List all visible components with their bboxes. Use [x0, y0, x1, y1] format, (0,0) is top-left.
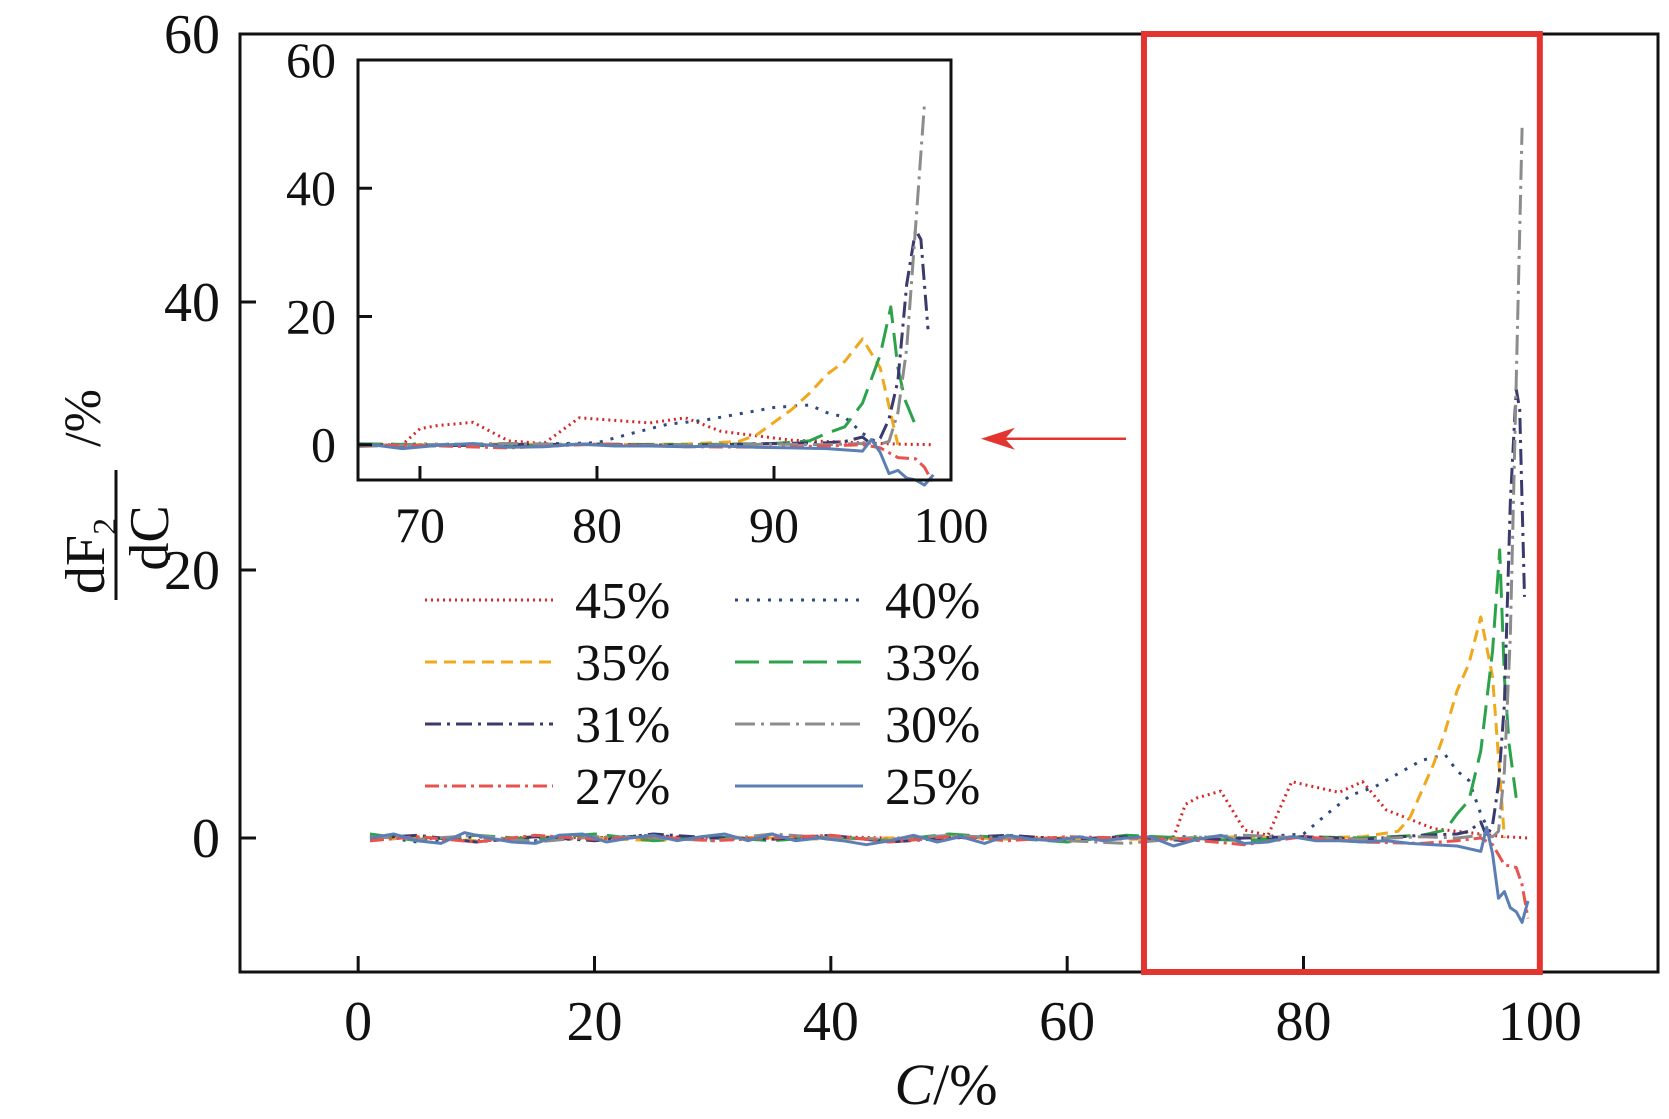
- inset-y-tick-label: 40: [286, 160, 336, 216]
- inset-y-tick-label: 60: [286, 32, 336, 88]
- legend: 45% 40% 35% 33% 31% 30% 27% 25%: [425, 573, 980, 816]
- x-tick-label: 100: [1498, 991, 1582, 1053]
- x-axis-label: C/%: [894, 1052, 997, 1117]
- inset-series-27pct: [357, 442, 935, 484]
- inset-ticks-group: 70 80 90 100 0 20 40 60: [286, 32, 989, 553]
- legend-label-27pct: 27%: [575, 759, 670, 816]
- legend-label-40pct: 40%: [885, 573, 980, 630]
- inset-x-tick-label: 80: [572, 497, 622, 553]
- arrow-head: [981, 427, 1015, 450]
- inset-arrow: [981, 427, 1126, 450]
- main-series-25pct: [369, 825, 1530, 924]
- inset-background: [358, 60, 951, 480]
- x-label-var: C: [894, 1052, 934, 1117]
- main-plot-frame: [238, 32, 1660, 974]
- x-tick-label: 60: [1039, 991, 1095, 1053]
- y-label-numerator: dF2: [55, 518, 124, 594]
- y-label-denominator: dC: [119, 505, 181, 570]
- inset-series-45pct: [358, 416, 934, 447]
- inset-series-40pct: [357, 403, 882, 447]
- x-tick-label: 0: [344, 991, 372, 1053]
- y-axis-label: dF2 dC /%: [55, 389, 181, 600]
- inset-series-group: [357, 104, 935, 487]
- x-tick-label: 40: [803, 991, 859, 1053]
- legend-label-45pct: 45%: [575, 573, 670, 630]
- highlight-box: [1140, 31, 1543, 975]
- y-tick-label: 0: [192, 808, 220, 870]
- legend-label-35pct: 35%: [575, 635, 670, 692]
- legend-label-31pct: 31%: [575, 697, 670, 754]
- main-series-27pct: [369, 833, 1530, 919]
- inset-x-tick-label: 90: [749, 497, 799, 553]
- legend-label-33pct: 33%: [885, 635, 980, 692]
- inset-x-tick-label: 70: [395, 497, 445, 553]
- x-label-unit: /%: [933, 1052, 997, 1117]
- inset-plot-frame: [356, 58, 953, 482]
- inset-y-tick-label: 20: [286, 288, 336, 344]
- inset-y-tick-label: 0: [311, 417, 336, 473]
- main-ticks-group: 0 20 40 60 80 100 0 20 40 60: [164, 4, 1582, 1053]
- main-series-31pct: [369, 387, 1526, 844]
- y-tick-label: 40: [164, 272, 220, 334]
- y-label-d: dF: [55, 535, 117, 594]
- y-tick-label: 20: [164, 540, 220, 602]
- y-tick-label: 60: [164, 4, 220, 66]
- inset-x-tick-label: 100: [914, 497, 989, 553]
- legend-label-30pct: 30%: [885, 697, 980, 754]
- x-tick-label: 80: [1276, 991, 1332, 1053]
- x-tick-label: 20: [567, 991, 623, 1053]
- y-label-unit: /%: [55, 389, 112, 447]
- legend-label-25pct: 25%: [885, 759, 980, 816]
- inset-series-25pct: [357, 438, 935, 487]
- main-series-group: [369, 127, 1530, 924]
